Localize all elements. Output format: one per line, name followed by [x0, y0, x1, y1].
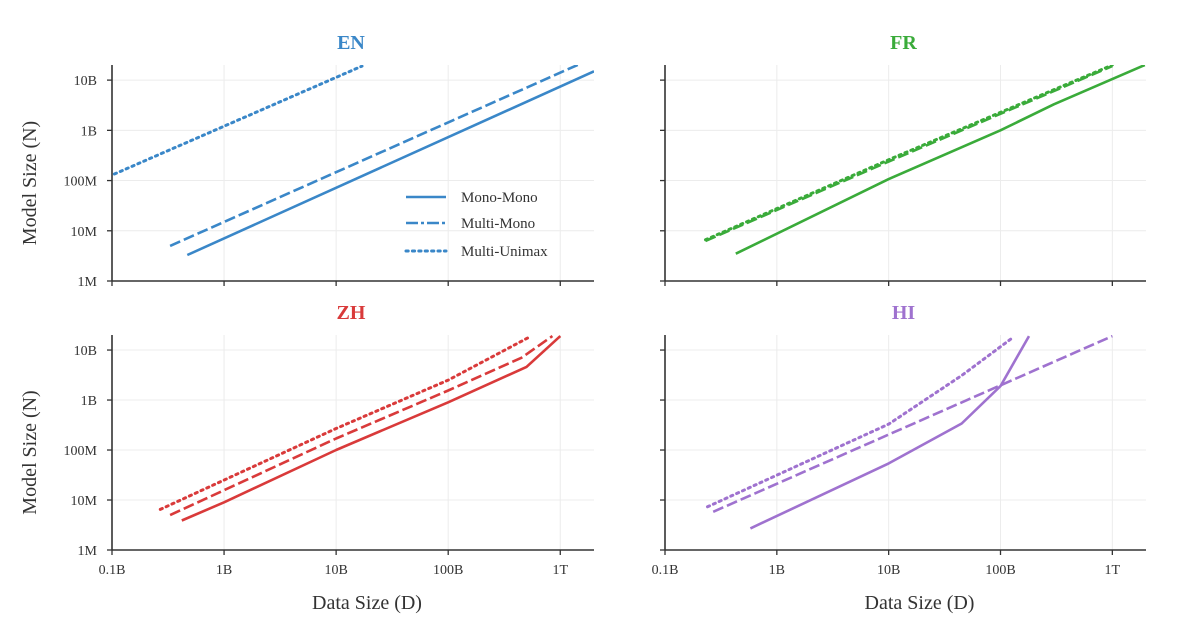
x-tick-label: 1T: [1105, 563, 1121, 578]
x-tick-label: 1B: [769, 563, 785, 578]
x-tick-label: 100B: [433, 563, 463, 578]
y-tick-label: 1B: [81, 394, 97, 409]
series-group: [112, 65, 594, 257]
series-line-multi-unimax: [706, 335, 1015, 509]
legend-label: Mono-Mono: [461, 190, 538, 206]
y-tick-label: 1M: [78, 544, 98, 559]
legend-label: Multi-Mono: [461, 216, 535, 232]
series-line-mono-mono: [749, 335, 1031, 530]
y-tick-label: 100M: [64, 175, 98, 190]
series-line-multi-mono: [712, 335, 1113, 513]
series-line-multi-unimax: [704, 65, 1114, 242]
x-tick-label: 0.1B: [652, 563, 679, 578]
legend-label: Multi-Unimax: [461, 244, 548, 260]
y-tick-label: 10B: [74, 344, 97, 359]
series-line-multi-unimax: [112, 65, 364, 176]
series-group: [158, 335, 562, 522]
y-tick-label: 1B: [81, 124, 97, 139]
subplot-zh: ZH 0.1B 1B 10B 100B 1T 1M 10M 100M 1B 10B Model Siz…: [19, 302, 594, 614]
y-tick-label: 10M: [71, 494, 98, 509]
series-line-multi-mono: [169, 335, 554, 517]
series-group: [704, 65, 1146, 255]
x-tick-label: 100B: [985, 563, 1015, 578]
series-line-mono-mono: [181, 335, 562, 522]
y-tick-label: 10M: [71, 225, 98, 240]
x-tick-label: 0.1B: [99, 563, 126, 578]
y-axis-label: Model Size (N): [19, 121, 41, 245]
series-line-multi-unimax: [158, 335, 533, 511]
y-tick-label: 100M: [64, 444, 98, 459]
y-tick-label: 10B: [74, 74, 97, 89]
series-line-mono-mono: [735, 65, 1146, 255]
subplot-title: HI: [892, 302, 916, 324]
legend: Mono-Mono Multi-Mono Multi-Unimax: [404, 190, 548, 260]
subplot-title: ZH: [337, 302, 366, 324]
subplot-title: FR: [890, 32, 917, 54]
series-line-mono-mono: [186, 70, 594, 257]
subplot-title: EN: [337, 32, 365, 54]
x-axis-label: Data Size (D): [865, 592, 975, 614]
x-tick-label: 1T: [552, 563, 568, 578]
series-group: [706, 335, 1113, 530]
subplot-hi: HI 0.1B 1B 10B 100B 1T Data Size (D): [652, 302, 1146, 614]
x-tick-label: 10B: [877, 563, 900, 578]
subplot-fr: FR: [660, 32, 1146, 286]
x-tick-label: 1B: [216, 563, 232, 578]
y-axis-label: Model Size (N): [19, 390, 41, 514]
x-tick-label: 10B: [324, 563, 347, 578]
x-axis-label: Data Size (D): [312, 592, 422, 614]
y-tick-label: 1M: [78, 275, 98, 290]
